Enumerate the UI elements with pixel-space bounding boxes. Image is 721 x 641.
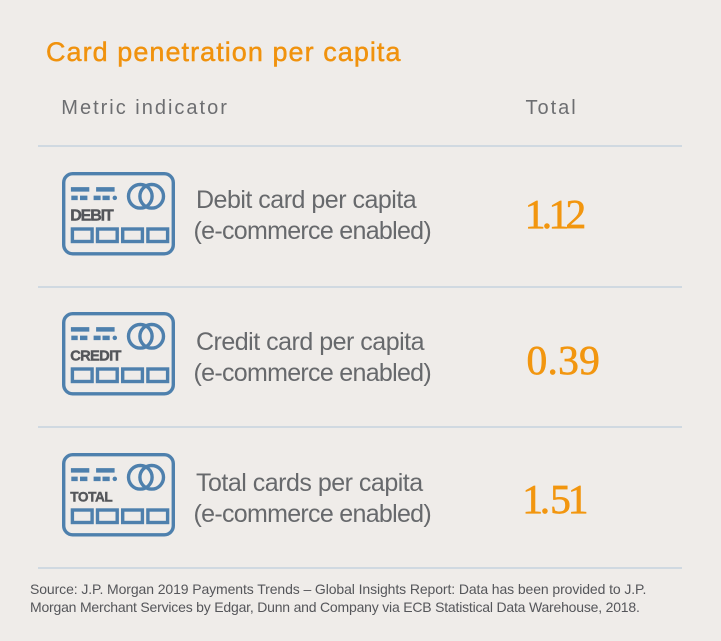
svg-text:DEBIT: DEBIT	[70, 207, 114, 224]
svg-text:TOTAL: TOTAL	[70, 489, 112, 504]
svg-text:CREDIT: CREDIT	[70, 348, 121, 364]
